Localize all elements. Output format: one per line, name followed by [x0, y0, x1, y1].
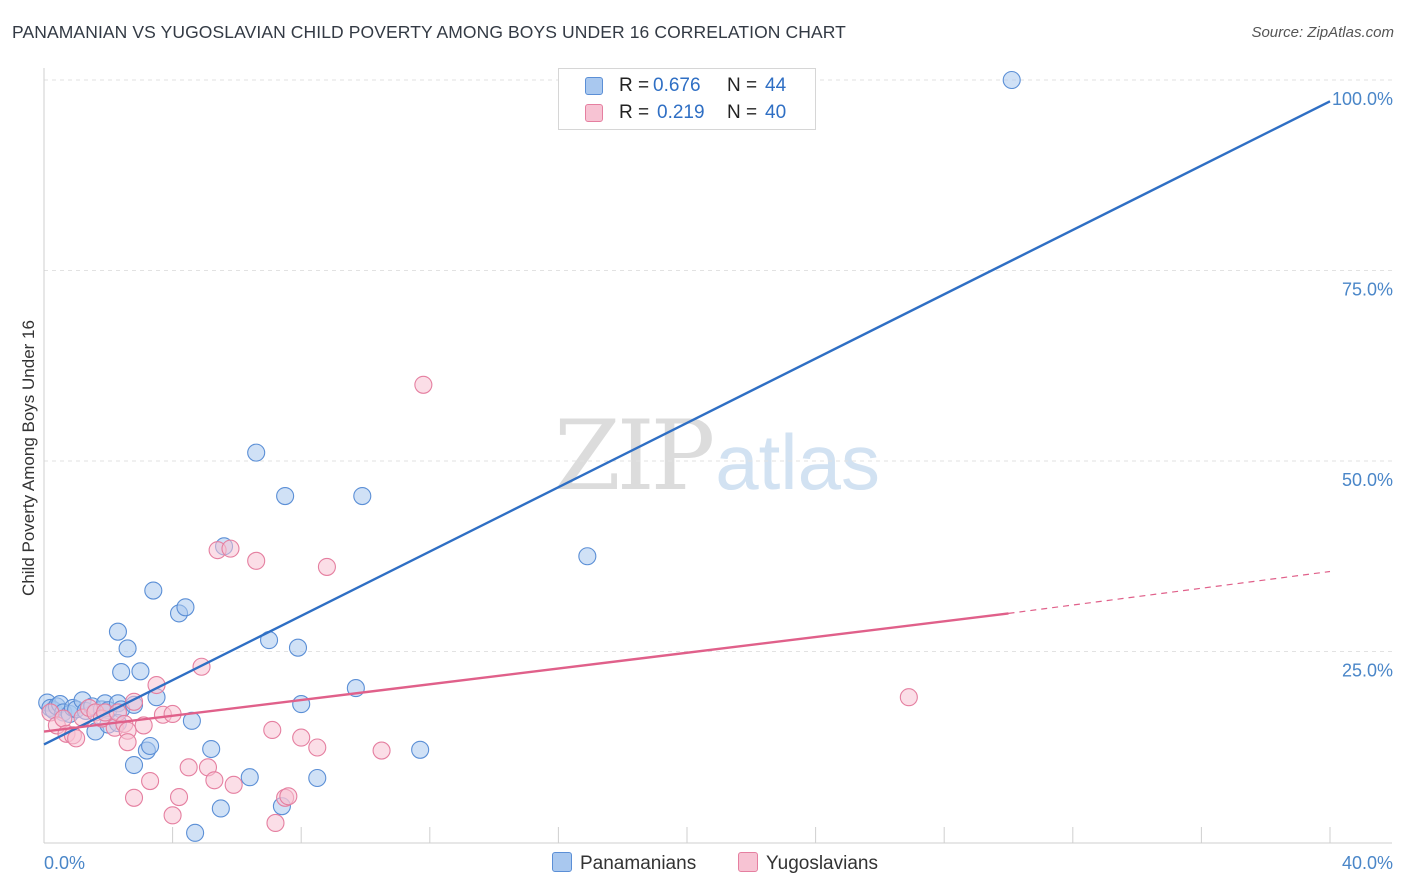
x-tick-label: 40.0%	[1342, 853, 1393, 873]
data-point-yugoslavians	[179, 758, 198, 777]
data-point-yugoslavians	[317, 557, 336, 576]
data-point-panamanians	[211, 799, 230, 818]
data-point-yugoslavians	[118, 733, 137, 752]
bottom-legend-label: Panamanians	[580, 853, 697, 874]
legend-r-label: R =	[619, 102, 650, 123]
legend-r-value: 0.219	[657, 102, 705, 123]
data-point-yugoslavians	[414, 375, 433, 394]
legend-swatch-panamanians	[585, 77, 603, 95]
data-point-panamanians	[131, 662, 150, 681]
bottom-legend-panamanians: Panamanians	[552, 852, 696, 875]
legend-n-value: 40	[765, 102, 787, 123]
trend-line-yugoslavians	[43, 612, 1009, 733]
bottom-legend-label: Yugoslavians	[766, 853, 878, 874]
data-point-panamanians	[411, 740, 430, 759]
data-point-panamanians	[112, 663, 131, 682]
data-point-panamanians	[1002, 70, 1021, 90]
source-label: Source: ZipAtlas.com	[1251, 24, 1394, 41]
legend-n-label: N =	[727, 102, 758, 123]
data-point-panamanians	[247, 443, 266, 462]
data-point-yugoslavians	[899, 688, 918, 707]
trend-line-panamanians	[43, 100, 1331, 746]
bottom-legend-swatch-yugoslavians	[738, 852, 758, 872]
data-point-yugoslavians	[221, 539, 240, 558]
watermark-zip: ZIP	[554, 400, 715, 512]
data-point-panamanians	[108, 622, 127, 641]
data-point-yugoslavians	[266, 813, 285, 833]
data-point-yugoslavians	[279, 787, 298, 806]
data-point-panamanians	[118, 639, 137, 658]
watermark: ZIPatlas	[554, 400, 880, 512]
correlation-legend: R = 0.676 N = 44 R = 0.219 N = 40	[558, 68, 816, 130]
data-point-yugoslavians	[124, 788, 144, 807]
data-point-yugoslavians	[205, 771, 224, 790]
watermark-atlas: atlas	[715, 418, 880, 506]
data-point-yugoslavians	[224, 775, 243, 794]
y-tick-label: 25.0%	[1342, 661, 1393, 681]
data-point-panamanians	[240, 768, 259, 787]
legend-n-value: 44	[765, 75, 787, 96]
legend-r-value: 0.676	[653, 75, 701, 96]
data-point-panamanians	[276, 487, 295, 506]
y-tick-label: 50.0%	[1342, 470, 1393, 490]
data-point-yugoslavians	[141, 771, 160, 791]
data-point-panamanians	[186, 823, 205, 842]
data-point-panamanians	[308, 768, 327, 788]
data-point-panamanians	[288, 638, 308, 657]
data-point-yugoslavians	[372, 741, 391, 760]
bottom-legend-yugoslavians: Yugoslavians	[738, 852, 878, 875]
trend-extension-yugoslavians	[1008, 570, 1331, 614]
data-point-yugoslavians	[67, 729, 86, 748]
data-point-yugoslavians	[169, 787, 189, 807]
data-point-panamanians	[176, 598, 195, 617]
data-point-yugoslavians	[292, 728, 311, 747]
data-point-panamanians	[144, 581, 163, 600]
x-tick-label: 0.0%	[44, 853, 85, 873]
legend-swatch-yugoslavians	[585, 104, 603, 122]
data-point-yugoslavians	[263, 720, 282, 740]
legend-n-label: N =	[727, 75, 758, 96]
y-tick-label: 75.0%	[1342, 280, 1393, 300]
data-point-panamanians	[141, 736, 160, 756]
bottom-legend-swatch-panamanians	[552, 852, 572, 872]
legend-r-label: R =	[619, 75, 650, 96]
data-point-yugoslavians	[308, 738, 327, 757]
data-point-yugoslavians	[163, 806, 182, 825]
data-point-panamanians	[124, 755, 144, 775]
chart-title: PANAMANIAN VS YUGOSLAVIAN CHILD POVERTY …	[12, 22, 846, 42]
data-point-yugoslavians	[247, 551, 266, 570]
data-point-panamanians	[202, 739, 221, 759]
data-point-panamanians	[353, 487, 372, 506]
data-point-yugoslavians	[54, 709, 73, 728]
y-tick-label: 100.0%	[1332, 89, 1393, 109]
data-point-yugoslavians	[134, 716, 153, 735]
data-point-panamanians	[578, 547, 597, 566]
y-axis-title: Child Poverty Among Boys Under 16	[19, 320, 38, 596]
